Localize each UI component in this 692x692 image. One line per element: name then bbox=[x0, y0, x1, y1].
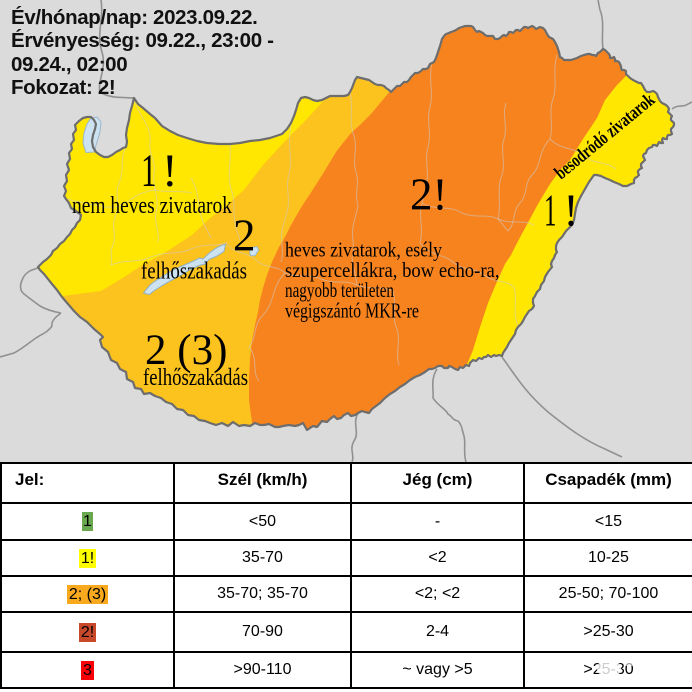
svg-text:végigszántó MKR-re: végigszántó MKR-re bbox=[285, 298, 419, 322]
svg-text:felhőszakadás: felhőszakadás bbox=[141, 259, 247, 285]
svg-text:2 (3): 2 (3) bbox=[145, 327, 227, 374]
svg-text:nem heves zivatarok: nem heves zivatarok bbox=[72, 193, 232, 219]
svg-text:felhőszakadás: felhőszakadás bbox=[143, 365, 248, 391]
svg-text:2!: 2! bbox=[410, 169, 448, 219]
svg-text:!: ! bbox=[162, 145, 178, 197]
svg-text:1: 1 bbox=[544, 185, 557, 235]
svg-text:1: 1 bbox=[141, 145, 157, 197]
svg-text:nagyobb területen: nagyobb területen bbox=[285, 278, 394, 302]
svg-text:heves zivatarok, esély: heves zivatarok, esély bbox=[285, 238, 442, 262]
svg-text:2: 2 bbox=[233, 210, 256, 260]
svg-text:!: ! bbox=[564, 185, 579, 235]
svg-text:szupercellákra, bow echo-ra,: szupercellákra, bow echo-ra, bbox=[285, 258, 500, 282]
